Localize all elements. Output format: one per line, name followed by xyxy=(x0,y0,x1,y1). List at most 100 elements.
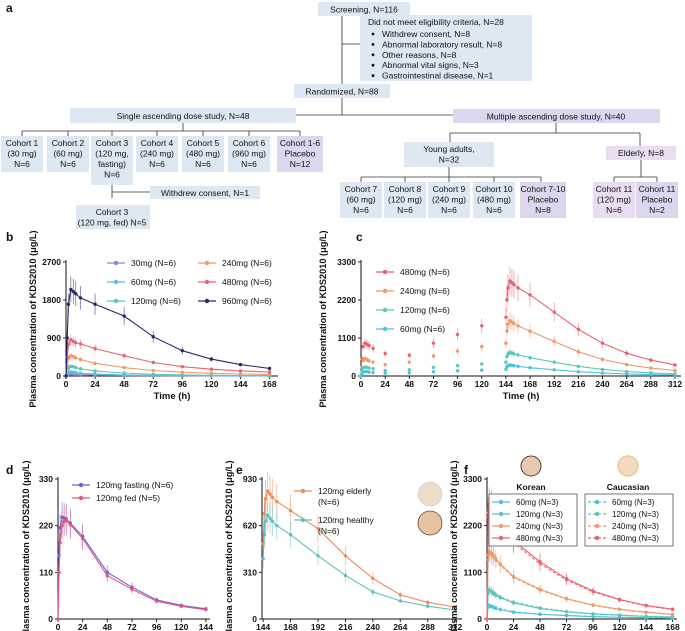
data-point xyxy=(371,370,375,375)
data-point xyxy=(204,607,208,612)
data-point xyxy=(151,372,155,377)
legend-label: 120mg fasting (N=6) xyxy=(96,480,173,490)
data-point xyxy=(78,367,83,371)
series-line xyxy=(57,519,206,620)
chart-panel-d: d0244872961201440110220330Time (h)Plasma… xyxy=(6,460,213,631)
data-point xyxy=(504,341,508,345)
mad-cohort-text: N=6 xyxy=(441,205,457,215)
legend-marker xyxy=(594,511,600,517)
data-point xyxy=(73,365,78,370)
data-point xyxy=(268,492,272,496)
legend-header-caucasian: Caucasian xyxy=(607,482,650,492)
data-point xyxy=(480,362,484,366)
data-point xyxy=(78,342,83,346)
data-point xyxy=(504,315,508,319)
data-point xyxy=(238,372,243,376)
x-tick-label: 144 xyxy=(233,379,247,389)
data-point xyxy=(122,354,126,358)
data-point xyxy=(426,600,430,605)
data-point xyxy=(288,508,293,513)
legend-marker xyxy=(498,535,504,541)
sad-cohort-text: Cohort 2 xyxy=(52,138,85,148)
data-point xyxy=(564,613,569,618)
legend-label: 60mg (N=3) xyxy=(516,498,559,507)
korean-avatar-icon xyxy=(520,455,542,477)
mad-cohort-text: Placebo xyxy=(528,195,559,205)
x-axis-title: Time (h) xyxy=(154,391,191,402)
y-tick-label: 220 xyxy=(39,521,53,531)
elderly-cohort-text: Placebo xyxy=(642,195,673,205)
x-tick-label: 216 xyxy=(571,379,585,389)
data-point xyxy=(238,369,243,373)
y-tick-label: 2700 xyxy=(42,257,61,267)
data-point xyxy=(528,293,532,297)
data-point xyxy=(673,373,677,377)
sad-cohort-box xyxy=(91,136,133,185)
mad-cohort-text: N=8 xyxy=(535,205,551,215)
x-axis-title: Time (h) xyxy=(503,391,540,402)
data-point xyxy=(73,370,78,375)
legend-marker xyxy=(113,279,119,285)
x-tick-label: 240 xyxy=(595,379,609,389)
screening-box xyxy=(318,2,410,16)
sad-cohort-text: (240 mg) xyxy=(140,149,174,159)
data-point xyxy=(512,363,516,368)
mad-cohort-text: N=6 xyxy=(353,205,369,215)
y-tick-label: 110 xyxy=(39,567,53,577)
y-tick-label: 1100 xyxy=(338,333,357,343)
legend-label: 30mg (N=6) xyxy=(131,258,176,268)
sad-cohort-text: (30 mg) xyxy=(7,149,36,159)
legend-marker xyxy=(498,511,504,517)
data-point xyxy=(528,366,532,370)
sad-cohort-box xyxy=(136,136,178,172)
data-point xyxy=(673,368,677,373)
legend-label: 480mg (N=3) xyxy=(612,534,659,543)
data-point xyxy=(670,607,675,612)
elderly-cohort-box xyxy=(593,182,635,218)
data-point xyxy=(371,360,375,364)
data-point xyxy=(624,351,629,355)
data-point xyxy=(511,575,516,580)
data-point xyxy=(528,355,532,360)
data-point xyxy=(407,360,412,364)
chart-panel-f: f0244872961201441680110022003300Time (h)… xyxy=(449,455,680,631)
y-tick-label: 930 xyxy=(243,474,257,484)
y-tick-label: 2200 xyxy=(337,295,356,305)
data-point xyxy=(480,368,484,372)
data-point xyxy=(267,372,272,377)
data-point xyxy=(453,608,457,612)
y-axis-title: Plasma concentration of KDS2010 (μg/L) xyxy=(318,230,328,407)
x-tick-label: 168 xyxy=(523,379,537,389)
data-point xyxy=(266,489,270,493)
mad-cohort-text: N=6 xyxy=(486,205,502,215)
x-tick-label: 72 xyxy=(562,622,572,631)
elderly-cohort-text: Cohort 11 xyxy=(639,184,676,194)
legend-marker xyxy=(204,298,210,304)
data-point xyxy=(151,360,155,365)
mad-cohort-text: (480 mg) xyxy=(477,195,511,205)
data-point xyxy=(498,563,502,567)
sad-cohort-text: Cohort 1-6 xyxy=(280,138,320,148)
data-point xyxy=(552,310,556,314)
data-point xyxy=(624,369,629,374)
data-point xyxy=(371,367,375,371)
data-point xyxy=(498,595,502,599)
x-tick-label: 144 xyxy=(499,379,513,389)
data-point xyxy=(600,357,605,362)
data-point xyxy=(670,612,675,617)
x-tick-label: 144 xyxy=(199,622,213,631)
x-tick-label: 168 xyxy=(262,379,276,389)
y-tick-label: 620 xyxy=(243,521,257,531)
data-point xyxy=(66,366,71,371)
data-point xyxy=(489,553,494,558)
data-point xyxy=(316,554,320,558)
x-tick-label: 120 xyxy=(475,379,489,389)
mad-cohort-box xyxy=(340,182,382,218)
data-point xyxy=(267,370,272,374)
legend-marker xyxy=(594,535,600,541)
legend-marker xyxy=(113,260,119,266)
series-line xyxy=(486,604,673,620)
data-point xyxy=(426,604,430,608)
data-point xyxy=(209,357,214,361)
